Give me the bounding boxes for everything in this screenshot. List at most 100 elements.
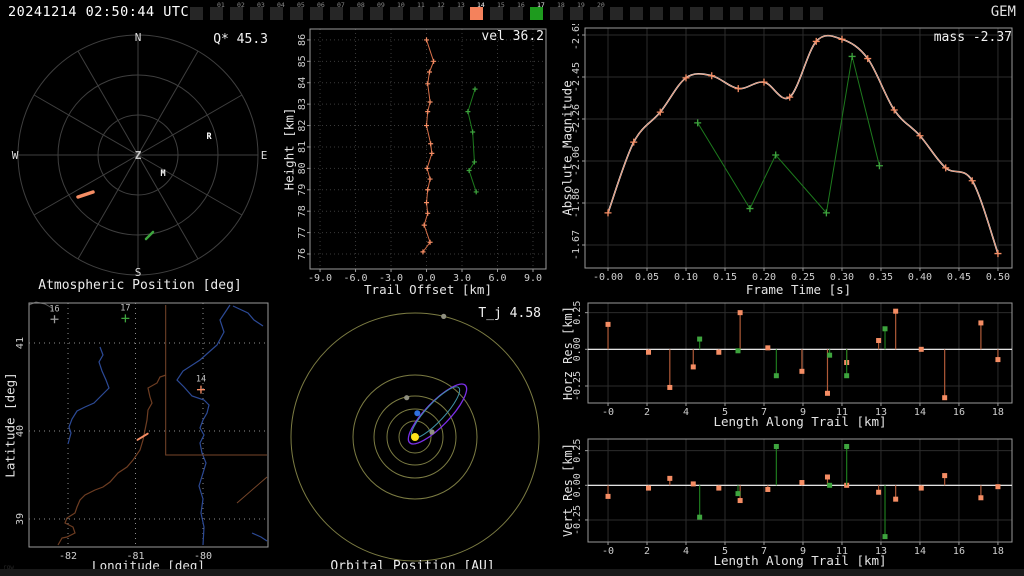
camera-box-13[interactable]	[450, 7, 463, 20]
svg-text:14: 14	[914, 546, 926, 557]
svg-text:13: 13	[875, 407, 887, 418]
svg-text:-9.0: -9.0	[308, 273, 332, 284]
planet-dot	[441, 313, 447, 319]
svg-text:-0.00: -0.00	[593, 272, 623, 283]
svg-text:18: 18	[992, 546, 1004, 557]
svg-text:0.30: 0.30	[830, 272, 854, 283]
camera-box-slot-28[interactable]	[750, 7, 763, 20]
camera-box-12[interactable]	[430, 7, 443, 20]
camera-box-label: 14	[477, 1, 485, 9]
camera-box-slot-31[interactable]	[810, 7, 823, 20]
camera-box-01[interactable]	[210, 7, 223, 20]
camera-box-04[interactable]	[270, 7, 283, 20]
stems-camera-17	[697, 326, 888, 379]
svg-text:0.05: 0.05	[635, 272, 659, 283]
magnitude-panel: -0.00 0.05 0.10 0.15 0.20 0.25 0.30 0.35 0.40 0.4…	[560, 24, 1024, 300]
camera-box-label: 18	[557, 1, 565, 9]
svg-text:2: 2	[644, 407, 650, 418]
river	[232, 305, 264, 327]
map-tick-labels: -82 -81 -80 39 40 41	[15, 337, 212, 562]
svg-text:14: 14	[196, 375, 206, 385]
svg-text:-1.86: -1.86	[571, 188, 582, 218]
series-camera-14	[420, 37, 437, 255]
vert-res-ylabel: Vert Res [km]	[561, 443, 575, 537]
camera-box-17[interactable]	[530, 7, 543, 20]
camera-box-20[interactable]	[590, 7, 603, 20]
svg-text:2: 2	[644, 546, 650, 557]
camera-box-slot-23[interactable]	[650, 7, 663, 20]
camera-box-label: 11	[417, 1, 425, 9]
svg-text:-81: -81	[126, 551, 144, 562]
camera-box-06[interactable]	[310, 7, 323, 20]
length-along-trail-xlabel-top: Length Along Trail [km]	[713, 414, 887, 429]
trail-offset-xlabel: Trail Offset [km]	[364, 282, 492, 297]
svg-text:-6.0: -6.0	[343, 273, 367, 284]
camera-box-slot-27[interactable]	[730, 7, 743, 20]
svg-text:80: 80	[297, 162, 308, 174]
camera-box-05[interactable]	[290, 7, 303, 20]
polar-grid	[17, 34, 259, 276]
status-bar: 20241214 02:50:44 UTC 01 02 03 04 05 06 07 08 09…	[0, 0, 1024, 24]
svg-text:0.45: 0.45	[947, 272, 971, 283]
camera-box-11[interactable]	[410, 7, 423, 20]
camera-box-10[interactable]	[390, 7, 403, 20]
camera-box-slot-24[interactable]	[670, 7, 683, 20]
camera-box-18[interactable]	[550, 7, 563, 20]
horz-res-ylabel: Horz Res [km]	[561, 306, 575, 400]
svg-text:13: 13	[875, 546, 887, 557]
camera-box-slot-0[interactable]	[190, 7, 203, 20]
camera-box-slot-25[interactable]	[690, 7, 703, 20]
svg-text:11: 11	[836, 407, 848, 418]
camera-box-19[interactable]	[570, 7, 583, 20]
camera-box-label: 03	[257, 1, 265, 9]
svg-text:17: 17	[120, 303, 130, 313]
camera-box-09[interactable]	[370, 7, 383, 20]
plot-grid	[310, 29, 546, 269]
tick-marks	[307, 39, 534, 272]
camera-box-slot-29[interactable]	[770, 7, 783, 20]
tick-labels: -9.0 -6.0 -3.0 0.0 3.0 6.0 9.0 76 77 78 79 80 81 82 83…	[297, 34, 542, 284]
camera-box-slot-22[interactable]	[630, 7, 643, 20]
camera-box-label: 02	[237, 1, 245, 9]
camera-box-14[interactable]	[470, 7, 483, 20]
river	[176, 304, 231, 546]
sun-dot	[411, 433, 419, 441]
atmospheric-caption: Atmospheric Position [deg]	[38, 278, 242, 293]
svg-text:0.10: 0.10	[674, 272, 698, 283]
velocity-title: vel 36.2	[481, 29, 544, 44]
svg-text:0.25: 0.25	[791, 272, 815, 283]
camera-box-label: 17	[537, 1, 545, 9]
svg-text:9: 9	[800, 407, 806, 418]
state-border	[236, 476, 268, 504]
camera-box-slot-26[interactable]	[710, 7, 723, 20]
svg-text:-82: -82	[59, 551, 77, 562]
svg-text:-0.25: -0.25	[572, 505, 583, 535]
compass-label-W: W	[12, 149, 19, 162]
camera-box-08[interactable]	[350, 7, 363, 20]
camera-box-15[interactable]	[490, 7, 503, 20]
camera-box-07[interactable]	[330, 7, 343, 20]
planet-dot	[404, 395, 410, 401]
plot-grid	[588, 303, 1012, 403]
plot-grid	[588, 439, 1012, 542]
series-camera-17	[465, 86, 479, 195]
tick-marks	[582, 34, 999, 271]
plot-frame	[309, 28, 547, 270]
svg-text:84: 84	[297, 77, 308, 89]
frame-time-xlabel: Frame Time [s]	[745, 282, 852, 297]
svg-text:77: 77	[297, 227, 308, 239]
svg-text:-80: -80	[194, 551, 212, 562]
timestamp: 20241214 02:50:44 UTC	[8, 4, 190, 20]
mass-title: mass -2.37	[933, 30, 1012, 45]
camera-box-slot-21[interactable]	[610, 7, 623, 20]
shower-code-label: GEM	[990, 4, 1016, 20]
camera-box-02[interactable]	[230, 7, 243, 20]
svg-text:0.00: 0.00	[572, 337, 583, 361]
map-grid	[29, 303, 268, 547]
camera-box-03[interactable]	[250, 7, 263, 20]
camera-box-16[interactable]	[510, 7, 523, 20]
river-border	[57, 374, 167, 546]
camera-box-slot-30[interactable]	[790, 7, 803, 20]
svg-text:4: 4	[683, 407, 689, 418]
